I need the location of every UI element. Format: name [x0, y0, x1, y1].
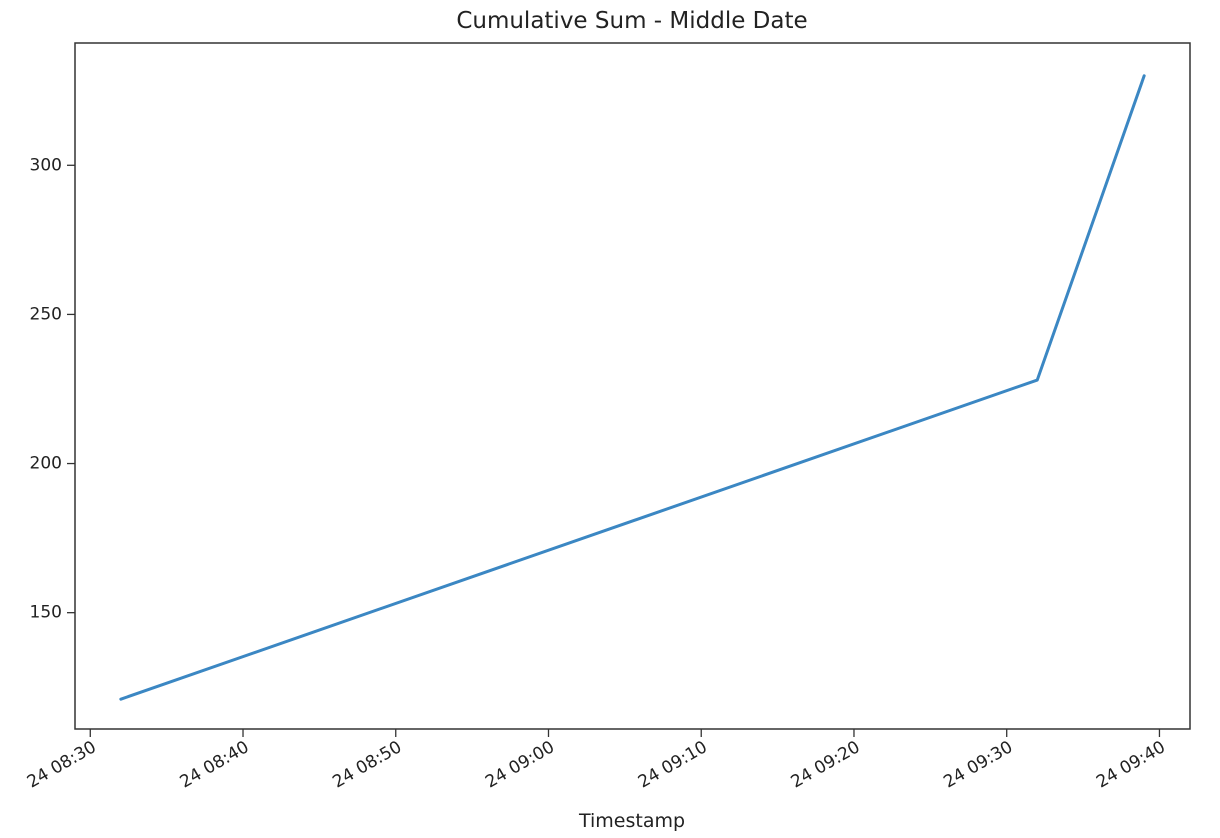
- y-tick-label: 200: [30, 454, 62, 474]
- y-tick-label: 150: [30, 603, 62, 623]
- x-tick-label: 24 08:30: [24, 737, 100, 792]
- x-tick-label: 24 09:40: [1093, 737, 1169, 792]
- y-axis-ticks: 150 200 250 300: [30, 155, 75, 623]
- cumulative-sum-line: [119, 74, 1146, 701]
- x-tick-label: 24 09:20: [788, 737, 864, 792]
- chart-title: Cumulative Sum - Middle Date: [456, 8, 807, 34]
- x-tick-label: 24 09:30: [940, 737, 1016, 792]
- x-tick-label: 24 08:50: [329, 737, 405, 792]
- x-tick-label: 24 08:40: [177, 737, 253, 792]
- x-tick-label: 24 09:10: [635, 737, 711, 792]
- y-tick-label: 300: [30, 155, 62, 175]
- x-axis-label: Timestamp: [578, 810, 685, 832]
- y-tick-label: 250: [30, 304, 62, 324]
- x-tick-label: 24 09:00: [482, 737, 558, 792]
- x-axis-ticks: 24 08:30 24 08:40 24 08:50 24 09:00 24 09:10…: [24, 729, 1169, 792]
- plot-area-frame: [74, 42, 1191, 730]
